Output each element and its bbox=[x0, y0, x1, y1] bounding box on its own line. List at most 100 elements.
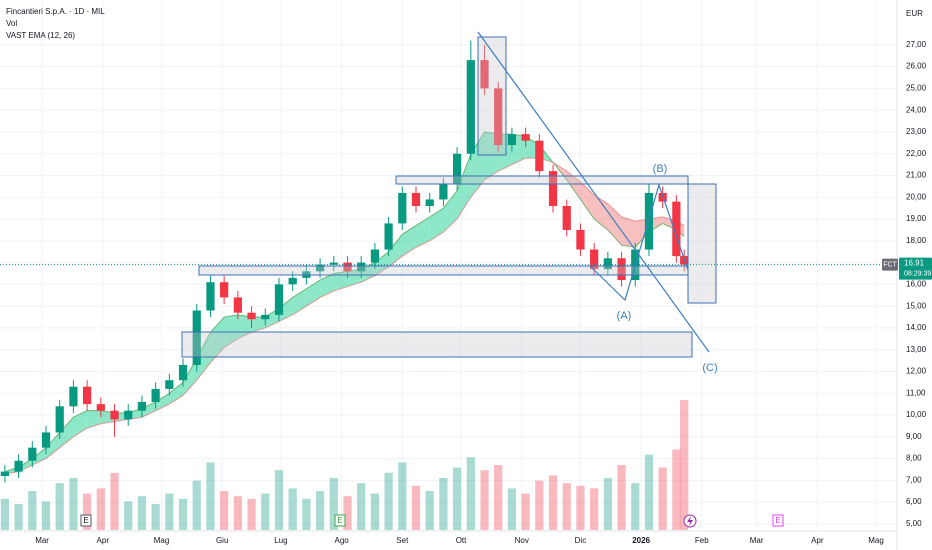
candle-body bbox=[41, 432, 51, 448]
y-tick-label: 10,00 bbox=[906, 410, 927, 419]
event-markers: E E E bbox=[80, 514, 784, 528]
candle-body bbox=[343, 262, 352, 272]
wave-label: (B) bbox=[653, 163, 668, 175]
volume-bar bbox=[83, 493, 92, 530]
candle-body bbox=[411, 192, 421, 206]
y-tick-label: 16,00 bbox=[906, 279, 927, 288]
volume-bar bbox=[357, 483, 366, 530]
volume-bar bbox=[343, 496, 352, 530]
y-tick-label: 8,00 bbox=[906, 454, 922, 463]
ema-fill bbox=[87, 410, 101, 429]
drawn-rectangle bbox=[198, 265, 689, 276]
wave-label: (C) bbox=[702, 362, 717, 374]
ema-fill bbox=[416, 216, 430, 248]
ema-fill bbox=[621, 216, 636, 248]
countdown-text: 08:29:39 bbox=[904, 270, 931, 277]
wave-label: (A) bbox=[617, 310, 632, 322]
volume-bar bbox=[178, 498, 188, 530]
legend: Fincantieri S.p.A. · 1D · MIL Vol VAST E… bbox=[6, 7, 105, 40]
candle-body bbox=[576, 229, 585, 250]
candle-body bbox=[192, 310, 201, 365]
grid bbox=[0, 0, 897, 530]
volume-bar bbox=[562, 483, 571, 530]
candle-body bbox=[96, 404, 105, 411]
candle-body bbox=[151, 388, 160, 402]
ema-fill bbox=[237, 314, 252, 339]
volume-bar bbox=[521, 493, 530, 530]
event-box bbox=[334, 514, 346, 527]
drawn-rectangle bbox=[687, 183, 717, 304]
y-tick-label: 12,00 bbox=[906, 367, 927, 376]
candle-body bbox=[603, 258, 612, 270]
x-tick-label: Feb bbox=[695, 536, 709, 545]
drawn-rectangle bbox=[395, 175, 689, 185]
ema-fill bbox=[278, 297, 293, 322]
ema-fill bbox=[347, 269, 362, 287]
candle-body bbox=[562, 205, 571, 230]
candle-body bbox=[425, 199, 434, 206]
volume-bar bbox=[576, 485, 585, 530]
candle-body bbox=[494, 88, 503, 146]
wave-line bbox=[589, 183, 689, 302]
ema-fill bbox=[183, 358, 197, 396]
candle-body bbox=[274, 284, 284, 315]
ema-fill bbox=[251, 317, 266, 333]
candle-body bbox=[507, 134, 517, 146]
candle-body bbox=[288, 277, 297, 285]
y-tick-label: 24,00 bbox=[906, 105, 927, 114]
ema-fill bbox=[224, 314, 238, 348]
volume-bar bbox=[137, 496, 147, 530]
indicator-label: VAST EMA (12, 26) bbox=[6, 31, 75, 40]
event-marker: E bbox=[83, 516, 88, 525]
candle-body bbox=[466, 60, 475, 154]
volume-bar bbox=[247, 498, 256, 530]
ema-fill bbox=[46, 432, 60, 459]
y-tick-label: 6,00 bbox=[906, 497, 922, 506]
x-tick-label: Apr bbox=[811, 536, 824, 545]
y-tick-label: 7,00 bbox=[906, 475, 922, 484]
axes: 5,00 6,00 7,00 8,00 9,00 10,00 11,00 12,00 13,00… bbox=[0, 40, 932, 545]
ema-fill bbox=[292, 288, 307, 315]
ema-fill bbox=[429, 208, 444, 241]
volume-bar bbox=[151, 504, 160, 530]
volume-bar bbox=[480, 470, 489, 530]
candle-body bbox=[124, 410, 133, 420]
x-tick-label: 2026 bbox=[632, 536, 650, 545]
volume-bar bbox=[411, 485, 421, 530]
volume-bar bbox=[425, 491, 434, 530]
ema-fill bbox=[141, 401, 156, 418]
drawn-rectangle bbox=[477, 36, 507, 156]
volume-bar bbox=[28, 491, 37, 530]
volume-bar bbox=[302, 498, 311, 530]
drawings: (B) (A) (C) bbox=[181, 31, 718, 374]
candle-body bbox=[480, 60, 489, 89]
volume-bar bbox=[69, 478, 78, 530]
symbol-tag-text: FCT bbox=[883, 261, 897, 268]
volume-bar bbox=[165, 493, 174, 530]
ema-fill bbox=[196, 332, 211, 381]
event-marker: E bbox=[337, 516, 342, 525]
x-tick-label: Ott bbox=[456, 536, 467, 545]
candle-body bbox=[69, 386, 78, 407]
volume-bar bbox=[55, 483, 64, 530]
y-tick-label: 15,00 bbox=[906, 301, 927, 310]
x-tick-label: Lug bbox=[274, 536, 287, 545]
ema-fill bbox=[210, 317, 225, 363]
x-tick-label: Mar bbox=[35, 536, 49, 545]
candle-body bbox=[83, 386, 92, 405]
y-tick-label: 23,00 bbox=[906, 127, 927, 136]
y-tick-label: 11,00 bbox=[906, 388, 926, 397]
x-tick-label: Set bbox=[396, 536, 409, 545]
y-tick-label: 13,00 bbox=[906, 345, 927, 354]
ema-fill bbox=[73, 410, 88, 437]
y-tick-label: 19,00 bbox=[906, 214, 927, 223]
candle-body bbox=[220, 282, 229, 298]
volume-bar bbox=[603, 478, 612, 530]
candle-body bbox=[672, 201, 681, 257]
x-tick-label: Dic bbox=[575, 536, 587, 545]
event-box bbox=[80, 514, 92, 527]
volume-bar bbox=[548, 475, 558, 530]
candle-body bbox=[233, 297, 242, 313]
y-tick-label: 20,00 bbox=[906, 192, 927, 201]
candle-body bbox=[617, 258, 626, 281]
